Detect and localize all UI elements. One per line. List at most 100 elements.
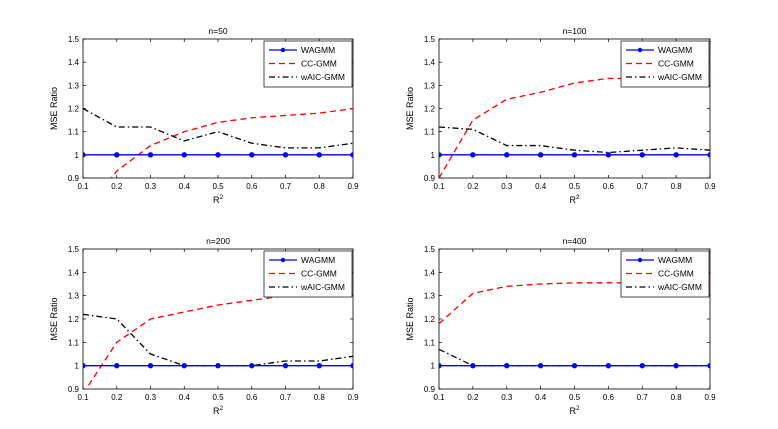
data-point-wagmm — [249, 152, 255, 158]
data-point-wagmm — [571, 362, 578, 369]
data-point-wagmm — [707, 152, 710, 158]
data-point-wagmm — [707, 362, 710, 369]
x-axis-label-superscript: 2 — [219, 405, 223, 412]
y-tick-label: 1.3 — [68, 292, 80, 301]
x-axis-label-superscript: 2 — [219, 194, 223, 201]
data-point-wagmm — [282, 362, 289, 369]
data-point-wagmm — [215, 362, 221, 369]
data-point-wagmm — [571, 152, 578, 158]
y-tick-label: 0.9 — [68, 385, 80, 394]
y-tick-label: 1.2 — [68, 105, 80, 114]
x-tick-label: 0.1 — [433, 393, 445, 402]
y-tick-label: 0.9 — [424, 174, 436, 183]
chart-title: n=100 — [563, 26, 587, 36]
legend: WAGMM CC-GMM wAIC-GMM — [263, 40, 353, 88]
data-point-wagmm — [504, 152, 510, 158]
x-tick-label: 0.2 — [467, 182, 479, 191]
y-tick-label: 1.4 — [68, 58, 80, 67]
x-tick-label: 0.6 — [603, 393, 615, 402]
x-tick-label: 0.2 — [111, 393, 123, 402]
y-axis-label: MSE Ratio — [49, 297, 59, 340]
chart-title: n=400 — [563, 236, 587, 246]
x-axis-label: R2 — [569, 405, 580, 416]
x-axis-label-base: R — [569, 406, 576, 416]
data-point-wagmm — [639, 362, 645, 369]
y-tick-label: 0.9 — [68, 174, 80, 183]
legend-box — [263, 40, 353, 88]
y-tick-label: 1.4 — [424, 58, 436, 67]
y-tick-label: 0.9 — [424, 385, 436, 394]
x-tick-label: 0.9 — [347, 182, 359, 191]
x-tick-label: 0.2 — [467, 393, 479, 402]
x-tick-label: 0.4 — [535, 182, 547, 191]
chart-panel-1: n=50 0.1 0.2 0.3 0.4 0.5 0.6 0.7 0.8 0.9 0.9 1 1.1 1.… — [49, 26, 359, 205]
y-tick-label: 1.2 — [424, 315, 436, 324]
data-point-wagmm — [350, 362, 353, 369]
data-point-wagmm — [350, 152, 353, 158]
x-axis-label: R2 — [213, 405, 224, 416]
x-tick-label: 0.2 — [111, 182, 123, 191]
legend-label-waic-gmm: wAIC-GMM — [300, 72, 345, 82]
data-point-wagmm — [282, 152, 289, 158]
legend-box — [620, 40, 710, 88]
series-line-cc-gmm — [439, 75, 710, 178]
data-point-wagmm — [673, 362, 679, 369]
legend: WAGMM CC-GMM wAIC-GMM — [620, 250, 710, 298]
y-tick-label: 1 — [431, 362, 436, 371]
data-point-wagmm — [470, 152, 476, 158]
y-axis-label: MSE Ratio — [405, 297, 415, 340]
y-axis-label: MSE Ratio — [405, 87, 415, 130]
legend-label-waic-gmm: wAIC-GMM — [657, 72, 702, 82]
legend-label-waic-gmm: wAIC-GMM — [657, 282, 702, 292]
y-tick-label: 1.5 — [424, 35, 436, 44]
data-point-wagmm — [114, 152, 120, 158]
y-axis-label: MSE Ratio — [49, 87, 59, 130]
legend-marker-wagmm — [637, 257, 643, 263]
y-tick-label: 1.5 — [68, 35, 80, 44]
y-tick-label: 1.5 — [68, 245, 80, 254]
chart-title: n=50 — [208, 26, 227, 36]
x-tick-label: 0.6 — [246, 182, 258, 191]
chart-panel-4: n=400 0.1 0.2 0.3 0.4 0.5 0.6 0.7 0.8 0.9 0.9 1 1.1 1… — [405, 236, 716, 416]
x-tick-label: 0.5 — [569, 393, 581, 402]
y-tick-label: 1 — [431, 151, 436, 160]
data-point-wagmm — [439, 362, 442, 369]
x-tick-label: 0.7 — [637, 393, 649, 402]
data-point-wagmm — [537, 362, 544, 369]
x-tick-label: 0.1 — [433, 182, 445, 191]
y-tick-label: 1.4 — [68, 268, 80, 277]
x-axis-label: R2 — [213, 194, 224, 205]
legend: WAGMM CC-GMM wAIC-GMM — [620, 40, 710, 88]
x-tick-label: 0.5 — [569, 182, 581, 191]
y-tick-label: 1.3 — [424, 81, 436, 90]
y-tick-label: 1.3 — [68, 81, 80, 90]
legend-marker-wagmm — [637, 47, 643, 53]
x-tick-label: 0.9 — [347, 393, 359, 402]
y-tick-label: 1.2 — [424, 105, 436, 114]
series-line-waic-gmm — [83, 107, 353, 149]
data-point-wagmm — [114, 362, 120, 369]
legend-label-wagmm: WAGMM — [301, 255, 335, 265]
y-tick-label: 1 — [75, 362, 80, 371]
legend-label-cc-gmm: CC-GMM — [301, 59, 337, 69]
x-tick-label: 0.4 — [535, 393, 547, 402]
y-tick-label: 1.1 — [424, 338, 436, 347]
y-tick-label: 1.3 — [424, 292, 436, 301]
y-tick-label: 1.1 — [68, 338, 80, 347]
data-point-wagmm — [83, 152, 86, 158]
data-point-wagmm — [316, 362, 322, 369]
chart-title: n=200 — [206, 236, 230, 246]
x-tick-label: 0.1 — [77, 182, 89, 191]
x-tick-label: 0.3 — [145, 393, 157, 402]
data-point-wagmm — [83, 362, 86, 369]
x-axis-label-superscript: 2 — [576, 405, 580, 412]
legend-marker-wagmm — [280, 257, 286, 263]
data-point-wagmm — [215, 152, 221, 158]
x-axis-label-base: R — [213, 195, 220, 205]
legend-label-waic-gmm: wAIC-GMM — [300, 282, 345, 292]
legend-label-wagmm: WAGMM — [301, 45, 335, 55]
legend-marker-wagmm — [280, 47, 286, 53]
data-point-wagmm — [249, 362, 255, 369]
chart-panel-3: n=200 0.1 0.2 0.3 0.4 0.5 0.6 0.7 0.8 0.9 0.9 1 1.1 1… — [49, 236, 359, 416]
